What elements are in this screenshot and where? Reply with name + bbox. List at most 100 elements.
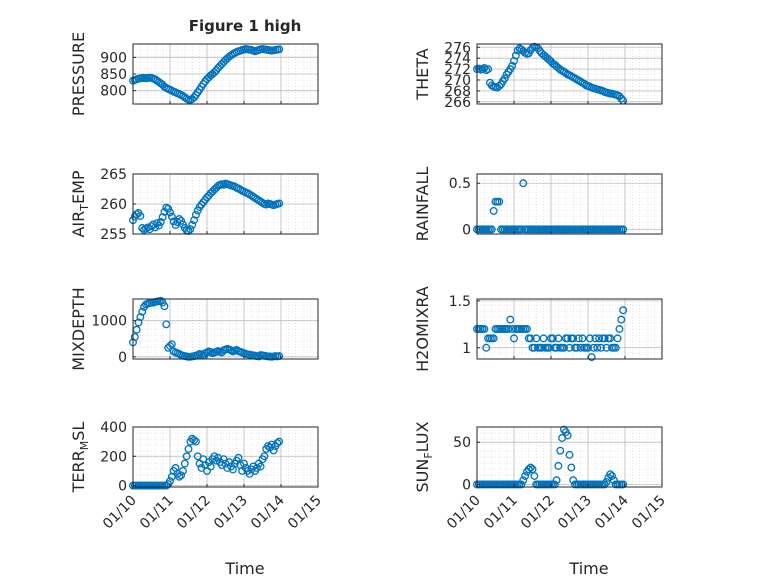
data-point [482, 343, 491, 352]
data-point [480, 325, 489, 333]
data-point [158, 213, 167, 222]
data-point [190, 436, 198, 445]
data-point [565, 450, 574, 459]
data-point [517, 225, 526, 234]
data-point [258, 198, 267, 207]
data-point [269, 446, 278, 455]
data-point [184, 445, 193, 453]
data-point [254, 352, 263, 361]
y-axis-label: PRESSURE [69, 32, 88, 116]
data-point [489, 206, 498, 215]
data-point [617, 94, 626, 103]
axes-box [476, 173, 663, 235]
data-point [191, 437, 200, 446]
data-point [177, 471, 186, 480]
data-point [565, 343, 574, 352]
data-point [138, 307, 147, 316]
air-temp-axes: 255 260 265 AIRTEMP [69, 167, 319, 243]
y-tick-label: 0 [462, 222, 471, 238]
data-point [508, 61, 517, 70]
y-tick-label: 0 [118, 350, 127, 366]
data-point [595, 334, 604, 343]
data-point [589, 343, 598, 352]
data-point [572, 343, 581, 352]
y-axis-label: H2OMIXRA [413, 286, 432, 372]
data-point [597, 343, 605, 352]
data-point [188, 221, 197, 229]
rainfall-axes: 0 0.5 RAINFALL [413, 167, 663, 242]
y-tick-label: 900 [100, 50, 127, 66]
data-point [591, 334, 600, 343]
data-point [508, 325, 517, 333]
data-point [578, 334, 587, 343]
data-point [156, 218, 165, 226]
y-axis-label: MIXDEPTH [69, 287, 88, 370]
data-point [260, 452, 269, 461]
data-point [563, 334, 572, 343]
data-point [180, 459, 189, 468]
y-axis-label: AIRTEMP [69, 170, 91, 237]
y-tick-label: 265 [100, 167, 127, 183]
y-tick-label: 272 [444, 62, 471, 78]
data-point [548, 334, 557, 343]
data-point [214, 182, 223, 190]
y-tick-label: 50 [453, 435, 471, 451]
data-point [602, 343, 611, 352]
data-point [182, 452, 191, 461]
data-point [234, 453, 243, 462]
data-point [576, 343, 585, 352]
data-point [130, 333, 139, 341]
x-axis-label-right: Time [568, 559, 608, 578]
data-point [253, 464, 261, 472]
data-point [495, 197, 504, 206]
y-tick-label: 1 [462, 341, 471, 357]
data-point [615, 325, 624, 333]
data-point [584, 343, 592, 352]
data-point [521, 472, 530, 480]
data-point [162, 320, 171, 329]
y-tick-label: 200 [100, 449, 127, 465]
data-point [519, 476, 528, 485]
x-axis-label-left: Time [224, 559, 264, 578]
y-tick-label: 850 [100, 67, 127, 83]
y-tick-label: 268 [444, 84, 471, 100]
data-point [526, 463, 535, 472]
y-axis-label: SUNFLUX [413, 421, 435, 492]
data-point [225, 458, 234, 467]
data-point [563, 431, 572, 440]
data-point [186, 225, 195, 234]
data-point [569, 334, 578, 343]
data-point [484, 65, 493, 74]
data-point [556, 446, 565, 455]
data-point [262, 200, 271, 209]
data-point [526, 334, 535, 343]
data-point [167, 212, 176, 221]
data-point [219, 180, 228, 189]
data-point [162, 203, 171, 212]
y-tick-label: 274 [444, 51, 471, 67]
data-point [175, 215, 184, 223]
data-point [513, 46, 522, 55]
data-point [619, 306, 628, 315]
y-tick-label: 800 [100, 84, 127, 100]
data-point [585, 334, 594, 343]
data-point [567, 463, 576, 472]
y-tick-label: 1.5 [449, 294, 471, 310]
data-point [602, 477, 611, 486]
y-axis-label: RAINFALL [413, 167, 432, 242]
data-point [275, 437, 284, 446]
data-point [190, 93, 198, 102]
data-point [240, 459, 248, 468]
axes-box [476, 426, 663, 488]
data-point [510, 334, 518, 343]
data-point [593, 343, 602, 352]
data-point [530, 472, 539, 480]
data-point [506, 315, 515, 324]
data-point [611, 343, 620, 352]
y-axis-label: TERRMSL [69, 422, 91, 494]
data-point [519, 179, 528, 188]
data-point [264, 442, 272, 450]
h2omixra-axes: 1 1.5 H2OMIXRA [413, 286, 663, 372]
